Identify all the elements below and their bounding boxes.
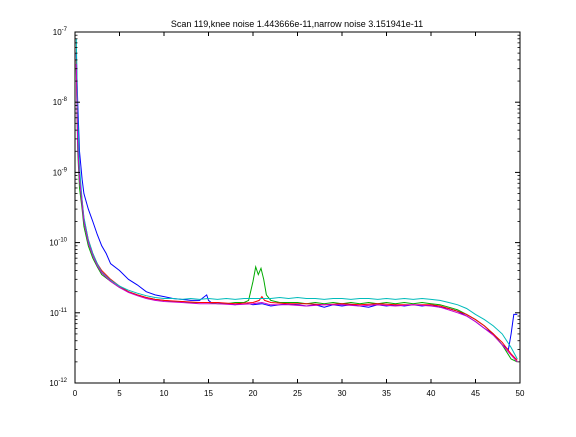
series-line-2 [75,68,518,363]
plot-frame [74,31,521,384]
y-tick-exponent: -10 [58,238,67,244]
x-tick-label: 50 [516,389,525,398]
y-tick-exponent: -12 [58,378,67,384]
x-tick-label: 40 [427,389,436,398]
y-tick-base: 10 [49,239,58,248]
y-tick-base: 10 [53,98,62,107]
chart-title: Scan 119,knee noise 1.443666e-11,narrow … [171,19,423,29]
y-tick-label: 10-10 [49,238,67,248]
y-tick-label: 10-9 [53,167,68,177]
series-line-5 [75,63,518,363]
x-tick-label: 30 [338,389,347,398]
y-tick-label: 10-12 [49,378,67,388]
x-tick-label: 15 [204,389,213,398]
y-tick-label: 10-11 [50,308,68,318]
y-tick-exponent: -7 [62,27,68,33]
y-tick-label: 10-7 [53,27,68,37]
x-tick-label: 0 [73,389,78,398]
x-tick-label: 10 [160,389,169,398]
x-tick-label: 20 [249,389,258,398]
y-tick-label: 10-8 [53,97,68,107]
x-tick-label: 35 [382,389,391,398]
x-tick-label: 25 [293,389,302,398]
series-layer [75,38,518,363]
y-tick-base: 10 [49,379,58,388]
y-tick-base: 10 [50,309,59,318]
series-line-4 [75,38,518,360]
y-tick-base: 10 [53,168,62,177]
y-tick-base: 10 [53,28,62,37]
x-tick-label: 5 [117,389,122,398]
series-line-3 [75,59,518,361]
y-tick-exponent: -11 [59,308,68,314]
x-tick-label: 45 [471,389,480,398]
axes-layer: 0 5 10 15 20 25 30 35 40 45 5010-1210-1110-1010-91… [49,27,525,398]
y-tick-exponent: -8 [62,97,68,103]
y-tick-exponent: -9 [62,167,68,173]
